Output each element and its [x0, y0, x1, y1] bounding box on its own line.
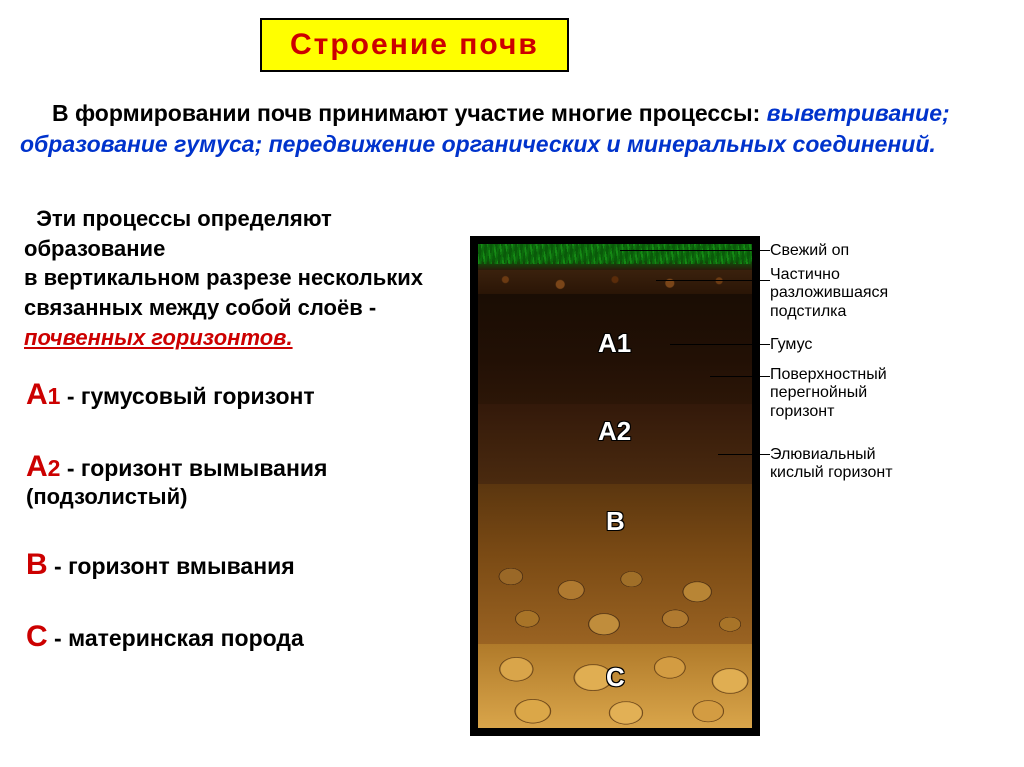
para2-line1: Эти процессы определяют образование [24, 206, 332, 261]
para2-line2: в вертикальном разрезе нескольких [24, 265, 423, 290]
b-rocks-layer [478, 554, 752, 644]
callout-line-1 [656, 280, 770, 281]
def-b-text: - горизонт вмывания [48, 553, 295, 579]
para2-line3: связанных между собой слоёв - [24, 295, 376, 320]
callout-line-3 [710, 376, 770, 377]
def-a2-code: А2 [26, 455, 60, 481]
label-c: С [606, 662, 625, 693]
horizon-definitions: А1 - гумусовый горизонт А2 - горизонт вы… [26, 378, 456, 654]
def-b: В - горизонт вмывания [26, 548, 456, 582]
soil-profile-diagram: А1 А2 В С Свежий оп Частично разложившая… [470, 236, 1010, 756]
label-a1: А1 [598, 328, 631, 359]
def-a2: А2 - горизонт вымывания (подзолистый) [26, 450, 456, 510]
horizons-paragraph: Эти процессы определяют образование в ве… [24, 204, 474, 352]
def-c: С - материнская порода [26, 620, 456, 654]
intro-lead: В формировании почв принимают участие мн… [20, 100, 760, 126]
soil-block: А1 А2 В С [470, 236, 760, 736]
callout-line-0 [620, 250, 770, 251]
callout-2: Гумус [770, 336, 812, 354]
callout-4: Элювиальный кислый горизонт [770, 446, 893, 483]
label-a2: А2 [598, 416, 631, 447]
callout-line-4 [718, 454, 770, 455]
label-b: В [606, 506, 625, 537]
def-b-code: В [26, 553, 48, 579]
horizons-term: почвенных горизонтов. [24, 325, 293, 350]
callout-1: Частично разложившаяся подстилка [770, 266, 888, 321]
def-a1: А1 - гумусовый горизонт [26, 378, 456, 412]
def-c-code: С [26, 625, 48, 651]
def-a2-sub: (подзолистый) [26, 484, 456, 510]
def-a2-text: - горизонт вымывания [60, 455, 327, 481]
callout-0: Свежий оп [770, 242, 849, 260]
def-c-text: - материнская порода [48, 625, 304, 651]
def-a1-text: - гумусовый горизонт [60, 383, 314, 409]
def-a1-code: А1 [26, 383, 60, 409]
page-title: Строение почв [260, 18, 569, 72]
callout-line-2 [670, 344, 770, 345]
litter-layer [478, 270, 752, 294]
callout-3: Поверхностный перегнойный горизонт [770, 366, 887, 421]
intro-paragraph: В формировании почв принимают участие мн… [20, 98, 1004, 160]
grass-layer [478, 244, 752, 270]
